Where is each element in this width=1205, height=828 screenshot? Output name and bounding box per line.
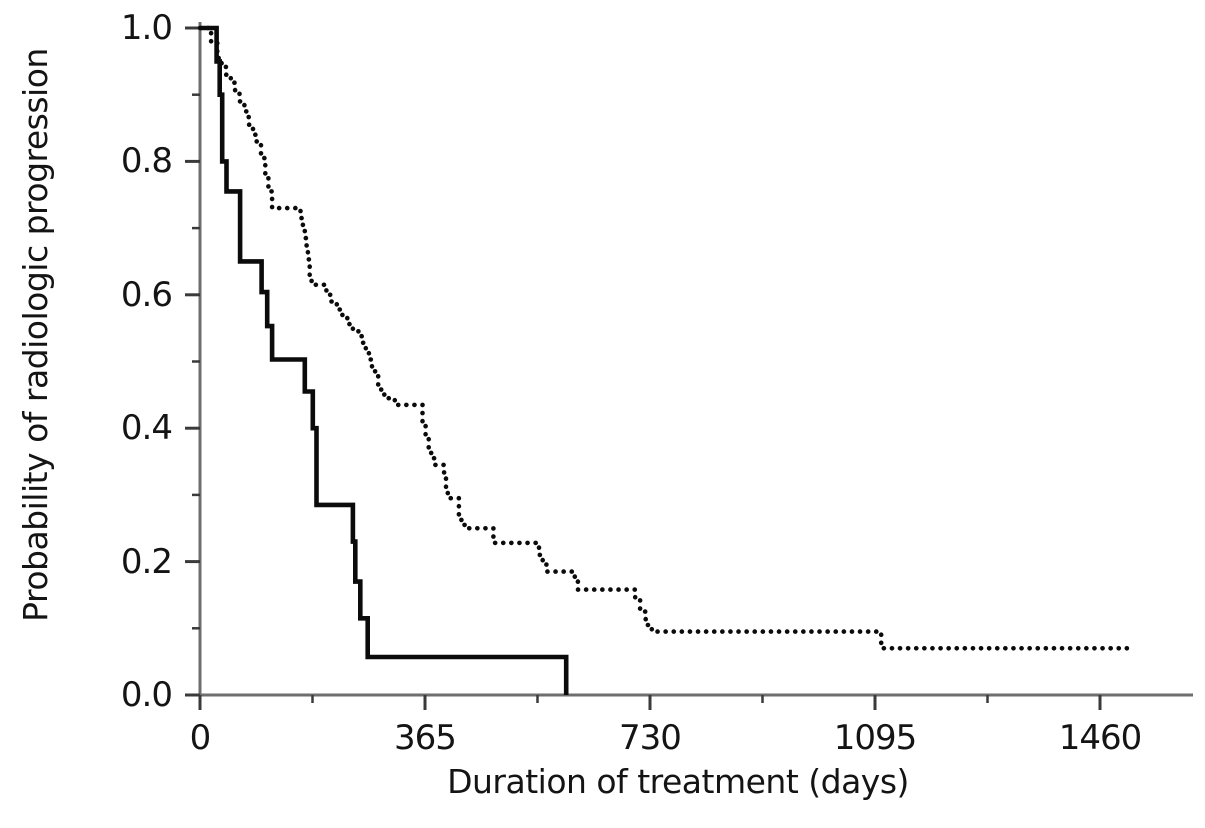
- y-tick-label: 0.2: [120, 542, 173, 582]
- y-axis-title: Probability of radiologic progression: [16, 48, 55, 622]
- x-tick-label: 1460: [1058, 718, 1143, 758]
- y-tick-label: 0.8: [120, 141, 173, 181]
- y-tick-label: 0.6: [120, 275, 173, 315]
- x-tick-label: 365: [394, 718, 457, 758]
- x-tick-label: 0: [189, 718, 212, 758]
- x-tick-label: 1095: [833, 718, 918, 758]
- x-tick-label: 730: [619, 718, 682, 758]
- y-tick-label: 0.0: [120, 675, 173, 715]
- y-tick-label: 1.0: [120, 8, 173, 48]
- x-axis-title: Duration of treatment (days): [447, 762, 909, 801]
- y-tick-label: 0.4: [120, 408, 173, 448]
- dotted-group-curve: [197, 25, 1137, 651]
- solid-group-curve: [200, 25, 569, 695]
